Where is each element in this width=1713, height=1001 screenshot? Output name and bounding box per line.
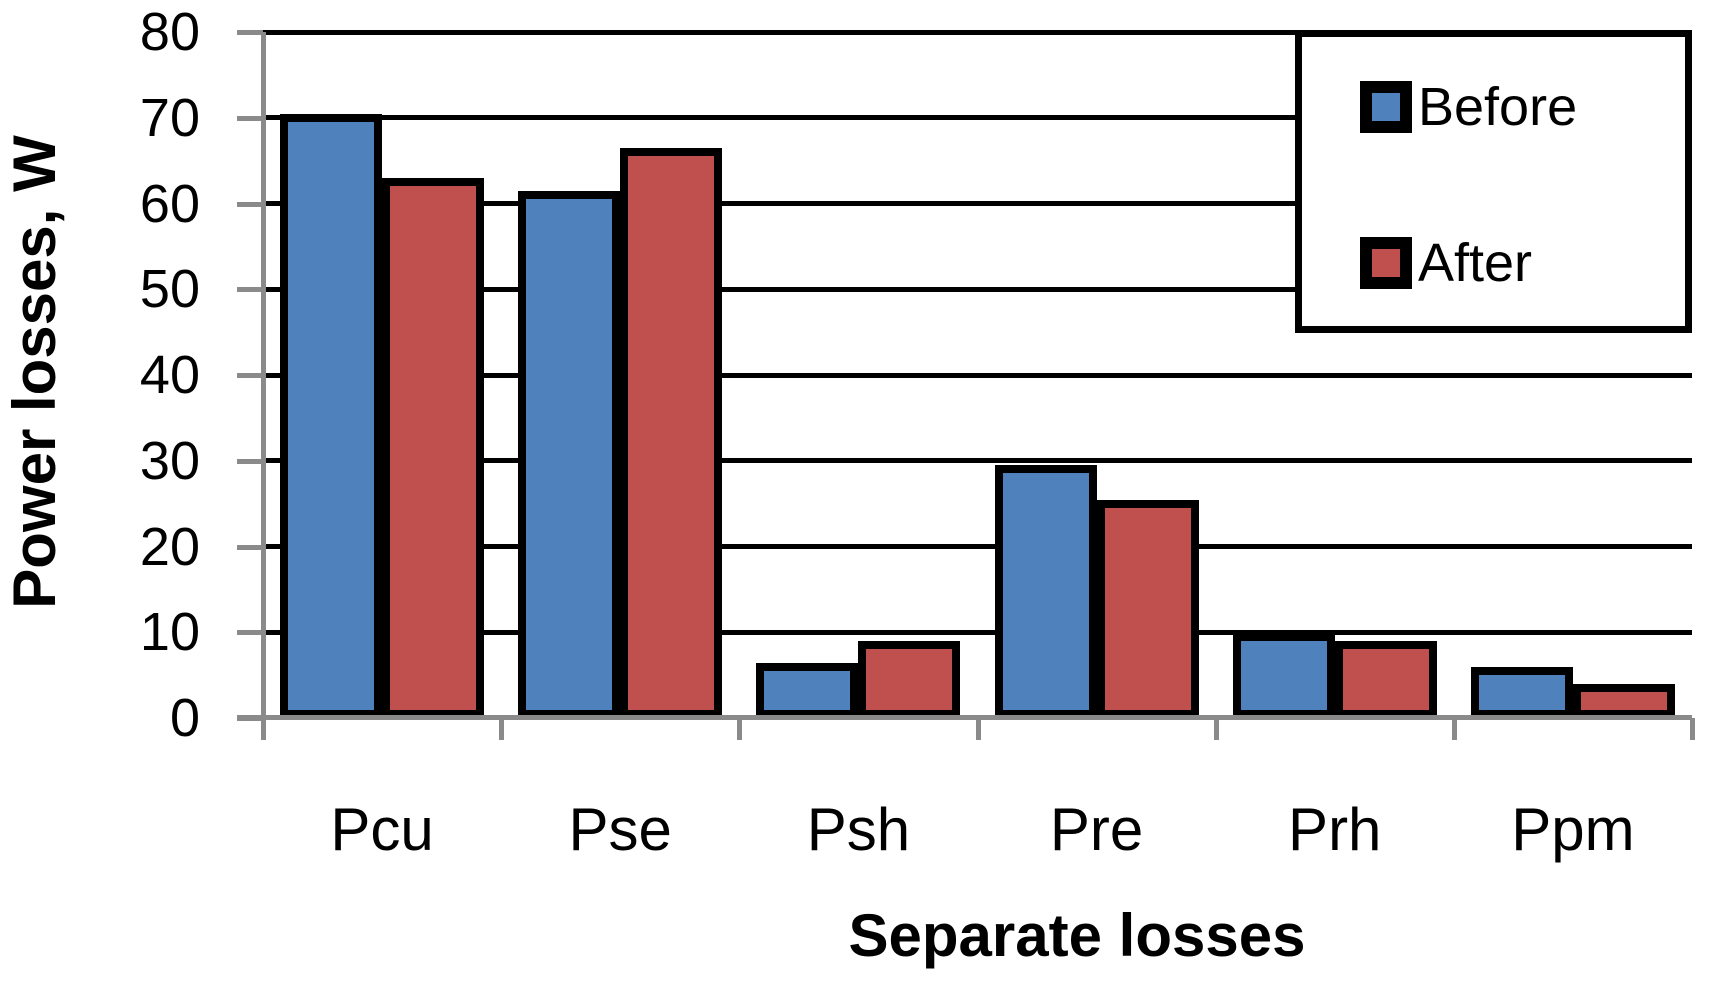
bar-before-pre [994,465,1097,718]
bar-after-pse [620,148,723,718]
y-tick-label-30: 30 [139,430,200,491]
x-tick-label-ppm: Ppm [1511,796,1635,863]
bar-after-psh [858,641,961,718]
legend-label-before: Before [1418,77,1578,137]
y-tick-mark-60 [237,201,263,207]
x-tick-mark-5 [1451,718,1457,740]
bar-after-prh [1334,641,1437,718]
y-axis-line [261,32,266,740]
bar-before-pcu [280,113,383,718]
gridline-30 [263,458,1692,464]
legend-label-after: After [1418,233,1533,293]
plot-area [237,29,1695,740]
y-tick-label-10: 10 [139,602,200,663]
x-tick-label-pse: Pse [568,796,672,863]
legend-swatch-before [1360,81,1412,133]
x-tick-label-pcu: Pcu [330,796,434,863]
x-tick-mark-3 [975,718,981,740]
y-tick-label-50: 50 [139,259,200,320]
x-axis-line [237,715,1692,720]
gridline-40 [263,372,1692,378]
bar-before-prh [1232,632,1335,718]
y-tick-mark-10 [237,630,263,636]
legend-swatch-after [1360,237,1412,289]
x-axis-title: Separate losses [848,902,1306,969]
gridline-60 [263,201,1692,206]
y-tick-label-60: 60 [139,173,200,234]
x-tick-mark-6 [1690,718,1695,740]
y-tick-mark-0 [237,716,263,721]
bar-before-psh [756,662,859,718]
x-tick-label-prh: Prh [1288,796,1382,863]
y-tick-mark-30 [237,458,263,464]
y-tick-mark-50 [237,287,263,293]
bar-before-pse [518,190,621,718]
y-tick-label-80: 80 [139,2,200,62]
bar-after-ppm [1572,684,1675,718]
bar-before-ppm [1470,666,1573,718]
gridline-80 [263,29,1692,35]
y-tick-label-0: 0 [169,688,200,748]
bar-after-pcu [382,178,485,718]
gridline-50 [263,286,1692,292]
y-tick-mark-80 [237,30,263,35]
x-tick-mark-0 [261,718,266,740]
x-tick-label-pre: Pre [1049,796,1144,863]
legend: Before After [1295,30,1692,333]
gridline-20 [263,544,1692,549]
x-tick-label-psh: Psh [806,796,911,863]
y-tick-mark-40 [237,373,263,378]
gridline-70 [263,115,1692,121]
y-tick-label-20: 20 [139,516,200,577]
bar-after-pre [1096,499,1199,718]
y-tick-label-40: 40 [139,345,200,405]
y-tick-label-70: 70 [139,87,200,148]
legend-item-before: Before [1360,77,1577,137]
x-tick-mark-4 [1213,718,1219,740]
y-tick-mark-70 [237,115,263,121]
legend-item-after: After [1360,233,1532,293]
x-tick-mark-1 [499,718,505,740]
y-tick-mark-20 [237,544,263,550]
x-tick-mark-2 [737,718,743,740]
gridline-10 [263,629,1692,635]
